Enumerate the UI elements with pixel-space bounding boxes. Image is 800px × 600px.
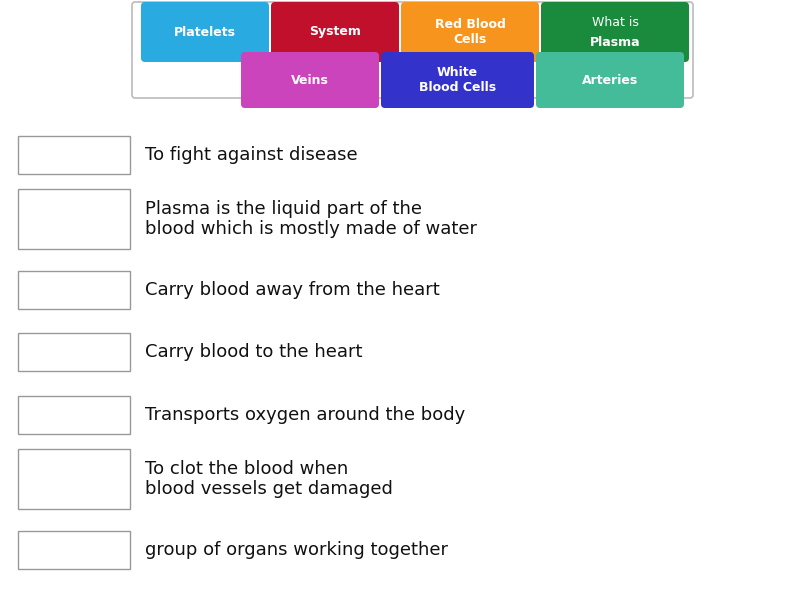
Text: Plasma: Plasma bbox=[590, 35, 640, 49]
Text: Transports oxygen around the body: Transports oxygen around the body bbox=[145, 406, 466, 424]
Text: To fight against disease: To fight against disease bbox=[145, 146, 358, 164]
Text: To clot the blood when
blood vessels get damaged: To clot the blood when blood vessels get… bbox=[145, 460, 393, 499]
FancyBboxPatch shape bbox=[536, 52, 684, 108]
Text: group of organs working together: group of organs working together bbox=[145, 541, 448, 559]
FancyBboxPatch shape bbox=[18, 449, 130, 509]
Text: Platelets: Platelets bbox=[174, 25, 236, 38]
FancyBboxPatch shape bbox=[18, 189, 130, 249]
Text: What is: What is bbox=[591, 16, 638, 28]
FancyBboxPatch shape bbox=[541, 2, 689, 62]
FancyBboxPatch shape bbox=[18, 333, 130, 371]
FancyBboxPatch shape bbox=[141, 2, 269, 62]
FancyBboxPatch shape bbox=[18, 396, 130, 434]
FancyBboxPatch shape bbox=[241, 52, 379, 108]
Text: Carry blood to the heart: Carry blood to the heart bbox=[145, 343, 362, 361]
Text: White
Blood Cells: White Blood Cells bbox=[419, 66, 496, 94]
Text: System: System bbox=[309, 25, 361, 38]
Text: Arteries: Arteries bbox=[582, 73, 638, 86]
FancyBboxPatch shape bbox=[18, 531, 130, 569]
FancyBboxPatch shape bbox=[271, 2, 399, 62]
FancyBboxPatch shape bbox=[381, 52, 534, 108]
Text: Red Blood
Cells: Red Blood Cells bbox=[434, 18, 506, 46]
Text: Veins: Veins bbox=[291, 73, 329, 86]
Text: Carry blood away from the heart: Carry blood away from the heart bbox=[145, 281, 440, 299]
FancyBboxPatch shape bbox=[401, 2, 539, 62]
FancyBboxPatch shape bbox=[18, 271, 130, 309]
Text: Plasma is the liquid part of the
blood which is mostly made of water: Plasma is the liquid part of the blood w… bbox=[145, 200, 477, 238]
FancyBboxPatch shape bbox=[132, 2, 693, 98]
FancyBboxPatch shape bbox=[18, 136, 130, 174]
